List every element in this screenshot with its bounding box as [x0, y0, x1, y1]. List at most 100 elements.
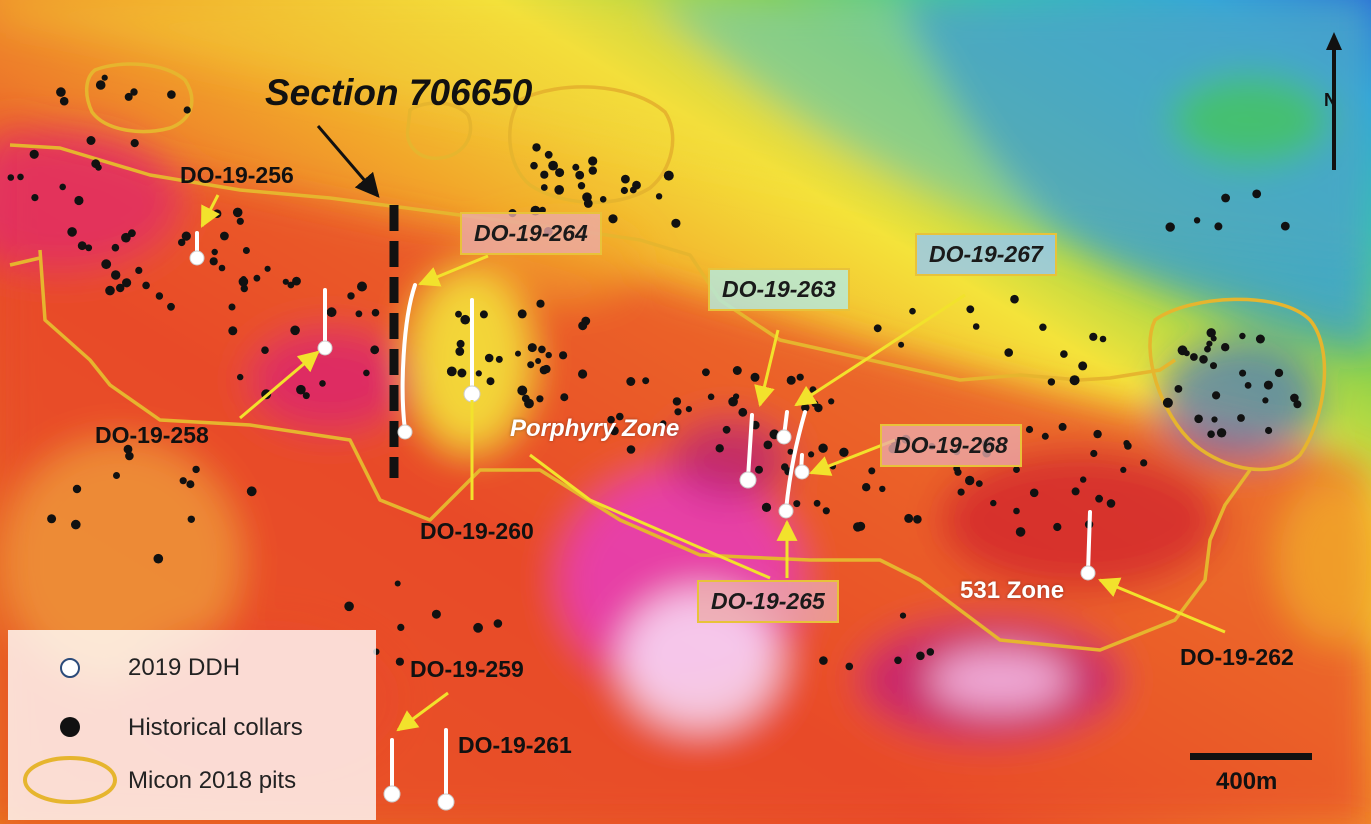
historical-collar	[862, 483, 871, 492]
historical-collar	[572, 163, 580, 171]
hole-label-260: DO-19-260	[420, 518, 534, 544]
historical-collar	[1190, 353, 1198, 361]
pit-outline	[9, 143, 1176, 382]
historical-collar	[1221, 343, 1230, 352]
ddh-marker	[397, 424, 413, 440]
historical-collar	[153, 553, 164, 564]
historical-collar	[122, 278, 132, 288]
leader-arrow	[794, 293, 966, 407]
historical-collar	[685, 406, 693, 413]
historical-collar	[292, 276, 301, 286]
historical-collar	[660, 420, 667, 427]
historical-collar	[761, 502, 772, 512]
historical-collar	[238, 276, 249, 287]
historical-collar	[642, 377, 650, 385]
historical-collar	[446, 366, 457, 377]
ddh-marker	[189, 250, 205, 266]
historical-collar	[818, 443, 828, 453]
leader-line	[589, 498, 771, 580]
historical-collar	[733, 393, 740, 400]
historical-collar	[616, 412, 624, 421]
historical-collar	[609, 426, 619, 436]
ddh-marker	[776, 429, 792, 445]
historical-collar	[1058, 422, 1067, 431]
historical-collar	[67, 227, 77, 237]
historical-collar	[626, 377, 636, 386]
historical-collar	[542, 364, 551, 374]
historical-collar	[738, 407, 748, 417]
historical-collar	[209, 257, 218, 266]
historical-collar	[228, 326, 238, 336]
historical-collar	[1204, 345, 1211, 353]
historical-collar	[578, 321, 588, 331]
historical-collar	[95, 80, 106, 90]
historical-collar	[394, 580, 401, 587]
historical-collar	[845, 662, 854, 671]
historical-collar	[1089, 332, 1098, 341]
historical-collar	[29, 149, 39, 159]
historical-collar	[515, 350, 521, 357]
historical-collar	[544, 150, 553, 159]
historical-collar	[296, 384, 306, 395]
historical-collar	[101, 74, 108, 81]
historical-collar	[702, 368, 710, 377]
historical-collar	[1041, 432, 1049, 440]
historical-collar	[621, 174, 630, 184]
drill-trace	[1086, 510, 1092, 574]
historical-collar	[187, 515, 195, 523]
legend-ddh-label: 2019 DDH	[128, 654, 241, 681]
historical-collar	[1060, 350, 1068, 358]
historical-collar	[671, 218, 681, 228]
historical-collar	[663, 170, 674, 181]
ddh-marker	[778, 503, 794, 519]
historical-collar	[1080, 476, 1087, 483]
historical-collar	[1095, 494, 1103, 503]
historical-collar	[111, 243, 120, 252]
historical-collar	[371, 308, 380, 317]
historical-collar	[1280, 221, 1290, 231]
historical-collar	[853, 522, 863, 532]
historical-collar	[1193, 217, 1201, 224]
historical-collar	[77, 241, 87, 251]
historical-collar	[796, 373, 804, 381]
historical-collar	[1206, 340, 1213, 347]
hole-box-263: DO-19-263	[708, 268, 850, 311]
historical-collar	[620, 186, 629, 195]
hole-label-256: DO-19-256	[180, 162, 294, 188]
legend-collar-symbol	[60, 717, 80, 737]
historical-collar	[1093, 429, 1102, 439]
historical-collar	[879, 485, 886, 493]
legend-ddh-symbol	[60, 658, 80, 678]
historical-collar	[540, 184, 548, 191]
historical-collar	[155, 292, 164, 300]
historical-collar	[357, 281, 367, 292]
historical-collar	[1290, 393, 1299, 403]
historical-collar	[326, 307, 337, 318]
historical-collar	[1106, 499, 1116, 508]
historical-collar	[707, 393, 715, 401]
historical-collar	[588, 166, 597, 175]
historical-collar	[319, 380, 326, 387]
north-label: N	[1324, 90, 1337, 110]
historical-collar	[167, 90, 176, 99]
legend-pits-label: Micon 2018 pits	[128, 767, 297, 794]
historical-collar	[1047, 378, 1056, 386]
historical-collar	[899, 612, 907, 619]
historical-collar	[894, 656, 902, 665]
historical-collar	[715, 444, 724, 453]
historical-collar	[355, 310, 363, 318]
historical-collar	[1265, 426, 1273, 435]
historical-collar	[588, 156, 598, 166]
leader-line	[529, 453, 591, 502]
historical-collar	[577, 182, 586, 190]
label-leaders	[200, 194, 1226, 732]
historical-collar	[135, 266, 143, 274]
historical-collar	[1210, 362, 1217, 370]
historical-collar	[873, 324, 882, 333]
legend: 2019 DDH Historical collars Micon 2018 p…	[8, 630, 376, 820]
pit-outline	[85, 62, 194, 134]
hole-box-267: DO-19-267	[915, 233, 1057, 276]
historical-collar	[493, 619, 503, 628]
historical-collar	[121, 232, 131, 243]
